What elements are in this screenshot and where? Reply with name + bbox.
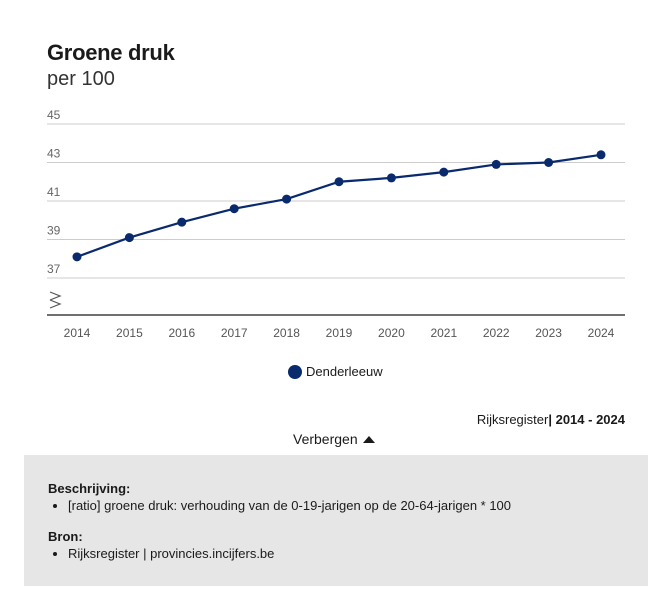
data-point [177, 217, 187, 227]
data-point [124, 233, 134, 243]
y-tick-label: 41 [47, 185, 61, 199]
x-tick-label: 2016 [168, 326, 195, 340]
data-point [229, 204, 239, 214]
data-point [334, 177, 344, 187]
hide-details-toggle[interactable]: Verbergen [293, 431, 375, 447]
source-period: 2014 - 2024 [555, 412, 625, 427]
data-point [439, 167, 449, 177]
source-title: Bron: [48, 529, 83, 544]
x-tick-label: 2024 [588, 326, 615, 340]
data-point [491, 159, 501, 169]
source-section: Bron: Rijksregister | provincies.incijfe… [48, 529, 274, 561]
info-panel: Beschrijving: [ratio] groene druk: verho… [24, 455, 648, 586]
x-tick-label: 2022 [483, 326, 510, 340]
data-point [544, 158, 554, 167]
source-line: Rijksregister| 2014 - 2024 [476, 412, 625, 427]
x-tick-label: 2020 [378, 326, 405, 340]
caret-up-icon [362, 435, 375, 443]
series-line [76, 153, 602, 258]
x-tick-label: 2023 [535, 326, 562, 340]
data-point [596, 150, 606, 160]
legend-label: Denderleeuw [306, 364, 383, 379]
x-tick-label: 2019 [326, 326, 353, 340]
source-name: Rijksregister [476, 412, 549, 427]
source-item: Rijksregister | provincies.incijfers.be [68, 546, 274, 561]
y-tick-label: 37 [47, 262, 61, 276]
legend-marker-icon [288, 364, 302, 379]
description-section: Beschrijving: [ratio] groene druk: verho… [48, 481, 511, 513]
x-tick-label: 2014 [64, 326, 91, 340]
y-tick-label: 45 [47, 108, 61, 122]
y-tick-label: 43 [47, 147, 61, 161]
x-tick-label: 2021 [430, 326, 457, 340]
chart-subtitle: per 100 [47, 68, 115, 90]
legend-item[interactable]: Denderleeuw [288, 364, 383, 379]
x-tick-label: 2015 [116, 326, 143, 340]
data-point [386, 173, 396, 183]
line-chart: 45 43 41 39 37 2014 2015 2016 2017 2018 2019 2020 20… [47, 108, 625, 340]
toggle-label: Verbergen [293, 431, 358, 447]
description-title: Beschrijving: [48, 481, 131, 496]
x-tick-label: 2018 [273, 326, 300, 340]
chart-title: Groene druk [47, 40, 175, 65]
description-item: [ratio] groene druk: verhouding van de 0… [68, 498, 511, 513]
axis-break-icon [49, 291, 62, 309]
y-tick-label: 39 [47, 224, 61, 238]
data-point [282, 194, 292, 204]
x-tick-label: 2017 [221, 326, 248, 340]
data-point [72, 252, 82, 262]
